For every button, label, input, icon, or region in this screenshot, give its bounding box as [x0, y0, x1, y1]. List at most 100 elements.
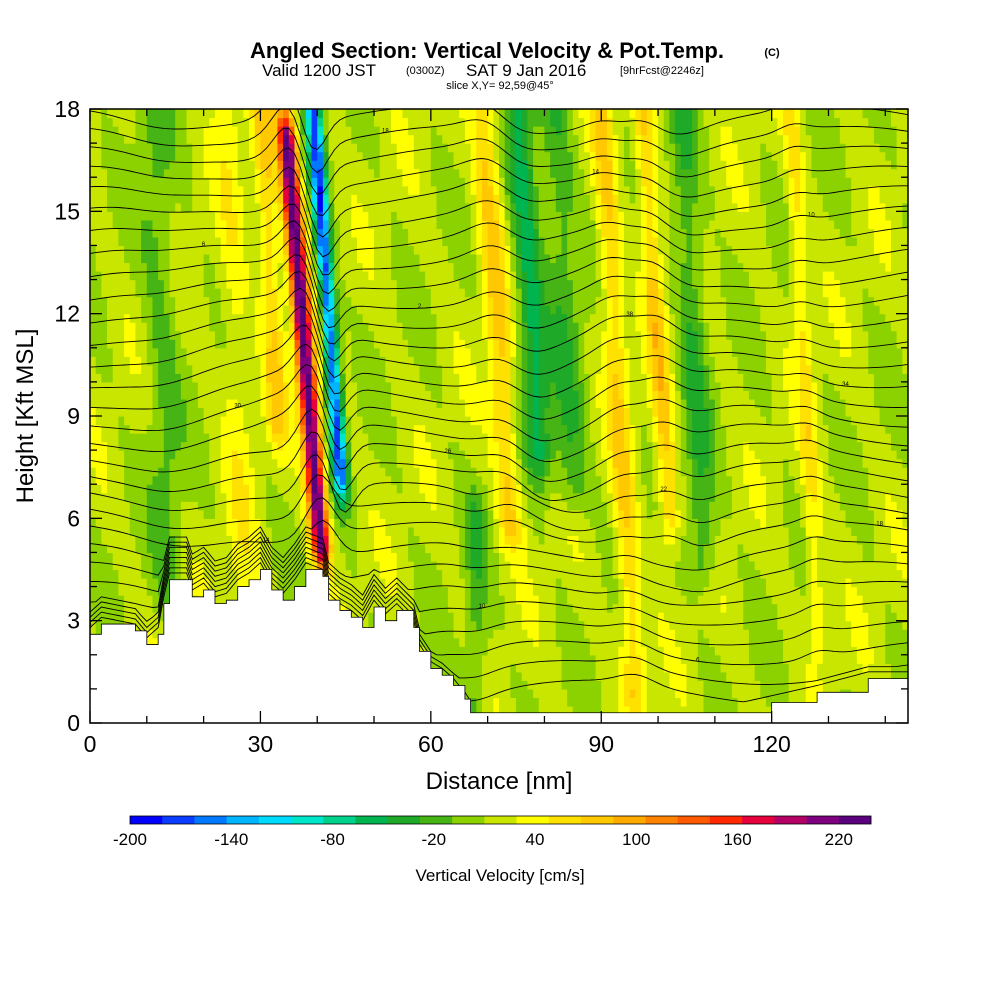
velocity-cell — [408, 450, 415, 460]
velocity-cell — [288, 424, 296, 434]
velocity-cell — [453, 339, 460, 349]
velocity-cell — [339, 185, 347, 195]
velocity-cell — [135, 364, 142, 374]
velocity-cell — [169, 305, 176, 315]
velocity-cell — [476, 211, 483, 221]
velocity-cell — [90, 228, 97, 238]
velocity-cell — [146, 296, 154, 306]
velocity-cell — [209, 390, 216, 400]
velocity-cell — [430, 168, 438, 178]
velocity-cell — [175, 271, 182, 281]
velocity-cell — [328, 134, 335, 144]
velocity-cell — [464, 663, 472, 673]
velocity-cell — [101, 518, 108, 528]
velocity-cell — [288, 373, 296, 383]
velocity-cell — [169, 458, 176, 468]
velocity-cell — [146, 279, 154, 289]
velocity-cell — [203, 398, 210, 409]
velocity-cell — [402, 211, 409, 221]
velocity-cell — [95, 339, 102, 349]
velocity-cell — [152, 211, 159, 221]
velocity-cell — [232, 373, 239, 383]
velocity-cell — [214, 578, 222, 588]
velocity-cell — [112, 356, 119, 366]
velocity-cell — [425, 347, 432, 357]
velocity-cell — [442, 305, 449, 315]
velocity-cell — [351, 373, 358, 383]
velocity-cell — [254, 271, 262, 281]
velocity-cell — [266, 228, 273, 238]
velocity-cell — [232, 501, 239, 511]
velocity-cell — [476, 450, 483, 460]
velocity-cell — [481, 578, 489, 588]
velocity-cell — [254, 236, 262, 247]
velocity-cell — [152, 484, 159, 494]
velocity-cell — [192, 322, 199, 332]
velocity-cell — [419, 373, 426, 383]
velocity-cell — [436, 552, 443, 562]
velocity-cell — [442, 313, 449, 323]
velocity-cell — [391, 569, 398, 579]
velocity-cell — [453, 228, 460, 238]
velocity-cell — [192, 535, 199, 545]
velocity-cell — [169, 271, 176, 281]
velocity-cell — [101, 578, 108, 588]
velocity-cell — [277, 407, 284, 417]
velocity-cell — [362, 484, 369, 494]
velocity-cell — [266, 509, 273, 519]
velocity-cell — [391, 509, 398, 519]
velocity-cell — [368, 296, 375, 306]
velocity-cell — [328, 288, 335, 298]
velocity-cell — [379, 219, 386, 229]
velocity-cell — [317, 211, 324, 221]
velocity-cell — [288, 526, 296, 536]
velocity-cell — [436, 330, 443, 340]
velocity-cell — [209, 509, 216, 519]
velocity-cell — [243, 168, 250, 178]
velocity-cell — [169, 509, 176, 519]
velocity-cell — [430, 117, 438, 127]
velocity-cell — [197, 535, 205, 545]
velocity-cell — [141, 586, 148, 596]
velocity-cell — [283, 228, 290, 238]
velocity-cell — [158, 620, 165, 630]
velocity-cell — [158, 236, 165, 247]
velocity-cell — [447, 424, 455, 434]
velocity-cell — [385, 279, 392, 289]
velocity-cell — [328, 475, 335, 485]
velocity-cell — [90, 390, 97, 400]
velocity-cell — [163, 373, 171, 383]
velocity-cell — [368, 518, 375, 528]
velocity-cell — [271, 219, 279, 229]
velocity-cell — [118, 578, 125, 588]
velocity-cell — [459, 492, 466, 502]
velocity-cell — [368, 313, 375, 323]
velocity-cell — [311, 109, 318, 119]
velocity-cell — [374, 492, 381, 502]
velocity-cell — [322, 433, 330, 443]
velocity-cell — [419, 620, 426, 630]
velocity-cell — [124, 271, 131, 281]
velocity-cell — [396, 552, 404, 562]
velocity-cell — [317, 202, 324, 212]
velocity-cell — [294, 143, 301, 153]
velocity-cell — [214, 458, 222, 468]
velocity-cell — [294, 126, 301, 136]
velocity-cell — [425, 441, 432, 451]
velocity-cell — [158, 407, 165, 417]
velocity-cell — [459, 501, 466, 511]
velocity-cell — [226, 228, 233, 238]
velocity-cell — [129, 228, 137, 238]
velocity-cell — [101, 543, 108, 554]
velocity-cell — [232, 424, 239, 434]
velocity-cell — [249, 126, 256, 136]
velocity-cell — [459, 586, 466, 596]
velocity-cell — [158, 322, 165, 332]
velocity-cell — [135, 416, 142, 426]
velocity-cell — [158, 543, 165, 554]
velocity-cell — [288, 160, 296, 170]
velocity-cell — [328, 271, 335, 281]
velocity-cell — [339, 475, 347, 485]
velocity-cell — [90, 569, 97, 579]
velocity-cell — [192, 126, 199, 136]
